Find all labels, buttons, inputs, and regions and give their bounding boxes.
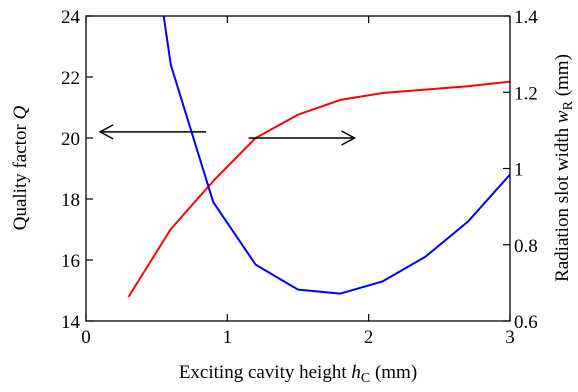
y-left-tick-label: 14 (61, 312, 81, 333)
y-right-tick-label: 0.6 (514, 312, 538, 333)
x-tick-label: 3 (505, 327, 515, 348)
y-right-tick-label: 0.8 (514, 236, 538, 257)
arrow-left (98, 124, 207, 140)
x-tick-label: 2 (364, 327, 374, 348)
y-left-tick-label: 16 (61, 251, 80, 272)
arrow-right (248, 130, 357, 146)
y-left-tick-label: 22 (61, 68, 80, 89)
arrow-head (341, 130, 357, 146)
y-left-tick-label: 24 (61, 7, 81, 28)
x-tick-label: 0 (81, 327, 91, 348)
y-left-tick-label: 20 (61, 129, 80, 150)
y-right-axis-label: Radiation slot width wR (mm) (552, 54, 576, 282)
y-left-axis-label: Quality factor Q (10, 105, 31, 230)
plot-frame (85, 15, 511, 322)
series-line-right-axis (127, 80, 511, 298)
x-axis-label: Exciting cavity height hC (mm) (179, 362, 417, 386)
series-line-left-axis (162, 15, 511, 295)
y-right-tick-label: 1.2 (514, 83, 538, 104)
y-right-tick-label: 1.4 (514, 7, 538, 28)
y-right-tick-label: 1 (514, 160, 524, 181)
x-tick-label: 1 (223, 327, 233, 348)
arrow-head (98, 124, 114, 140)
y-left-tick-label: 18 (61, 190, 80, 211)
